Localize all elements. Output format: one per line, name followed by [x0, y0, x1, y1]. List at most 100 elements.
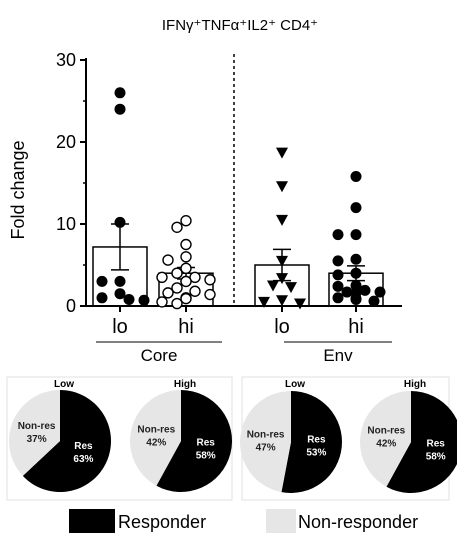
pies-layer: Low Res 63% Non-res 37% High Res 58% Non-res 42% L… — [6, 376, 457, 501]
data-point — [350, 253, 362, 265]
slice-label: Non-res — [247, 430, 285, 441]
pie-slice — [22, 390, 112, 492]
slice-label: Res — [197, 437, 216, 448]
y-tick-label: 20 — [56, 132, 76, 152]
slice-label: Res — [74, 441, 93, 452]
slice-value: 63% — [73, 454, 93, 465]
x-tick-label: hi — [178, 316, 194, 338]
data-point — [350, 229, 362, 241]
y-tick-label: 0 — [66, 296, 76, 316]
data-point — [180, 238, 192, 251]
pie-chart: High Res 58% Non-res 42% — [129, 379, 232, 493]
data-point — [368, 295, 380, 307]
slice-label: Non-res — [367, 426, 405, 437]
data-point — [332, 269, 344, 281]
data-point — [350, 267, 362, 279]
y-axis-label: Fold change — [8, 140, 28, 239]
x-tick-label: hi — [348, 316, 364, 338]
data-point — [359, 284, 371, 296]
data-point — [332, 255, 344, 267]
data-point — [294, 298, 306, 310]
pie-title: Low — [54, 379, 74, 390]
data-point — [114, 216, 126, 228]
slice-value: 47% — [256, 443, 276, 454]
pie-slice — [156, 390, 232, 493]
data-point — [171, 221, 183, 233]
slice-value: 37% — [27, 434, 47, 445]
data-point — [204, 288, 216, 301]
pie-slice — [9, 390, 61, 476]
pie-slice — [360, 391, 411, 487]
data-point — [180, 251, 192, 263]
data-point — [180, 262, 192, 274]
data-point — [138, 294, 150, 306]
pie-title: High — [174, 379, 196, 390]
legend-swatch — [266, 509, 296, 533]
data-point — [180, 215, 192, 227]
slice-value: 42% — [146, 438, 166, 449]
slice-label: Res — [427, 438, 446, 449]
data-point — [114, 275, 126, 287]
data-point — [189, 271, 201, 283]
data-point — [162, 287, 174, 299]
legend-label: Responder — [118, 512, 206, 532]
pie-chart: Low Res 53% Non-res 47% — [239, 379, 342, 493]
slice-label: Non-res — [18, 421, 56, 432]
slice-label: Non-res — [137, 425, 175, 436]
pie-slice — [281, 391, 342, 493]
data-point — [171, 267, 183, 279]
data-point — [276, 255, 288, 267]
data-point — [276, 214, 288, 226]
data-point — [162, 254, 174, 266]
legend-label: Non-responder — [298, 512, 418, 532]
data-point — [114, 103, 126, 115]
pie-title: Low — [285, 379, 305, 390]
data-point — [276, 147, 288, 159]
data-point — [350, 170, 362, 182]
slice-label: Res — [307, 434, 326, 445]
y-tick-label: 10 — [56, 214, 76, 234]
data-point — [341, 286, 353, 298]
pie-slice — [239, 391, 291, 493]
data-point — [114, 87, 126, 99]
data-point — [267, 280, 279, 292]
data-point — [123, 293, 135, 305]
axes: 0 10 20 30 — [56, 50, 402, 316]
data-point — [189, 285, 201, 297]
slice-value: 58% — [426, 451, 446, 462]
data-point — [374, 286, 386, 298]
data-point — [96, 275, 108, 287]
pie-chart: Low Res 63% Non-res 37% — [9, 379, 112, 492]
pie-title: High — [404, 379, 426, 390]
chart-title: IFNγ⁺TNFα⁺IL2⁺ CD4⁺ — [162, 17, 318, 34]
data-point — [276, 295, 288, 307]
group-label: Env — [323, 346, 353, 365]
slice-value: 58% — [196, 450, 216, 461]
data-point — [285, 282, 297, 294]
data-point — [204, 274, 216, 286]
data-point — [276, 273, 288, 285]
pie-chart: High Res 58% Non-res 42% — [360, 379, 457, 493]
data-point — [171, 282, 183, 294]
data-point — [156, 296, 168, 308]
pie-slice — [386, 391, 457, 493]
slice-value: 53% — [306, 447, 326, 458]
data-point — [114, 288, 126, 300]
y-tick-label: 30 — [56, 50, 76, 70]
x-tick-label: lo — [112, 316, 128, 338]
data-point — [180, 292, 192, 305]
data-point — [180, 275, 192, 288]
legend: Responder Non-responder — [69, 509, 418, 533]
data-point — [258, 296, 270, 308]
slice-value: 42% — [376, 439, 396, 450]
data-point — [350, 202, 362, 214]
data-point — [96, 292, 108, 304]
points-layer — [96, 87, 386, 310]
data-point — [171, 297, 183, 310]
pie-panel — [6, 376, 233, 501]
data-point — [332, 280, 344, 292]
legend-swatch — [69, 509, 115, 533]
data-point — [332, 229, 344, 241]
